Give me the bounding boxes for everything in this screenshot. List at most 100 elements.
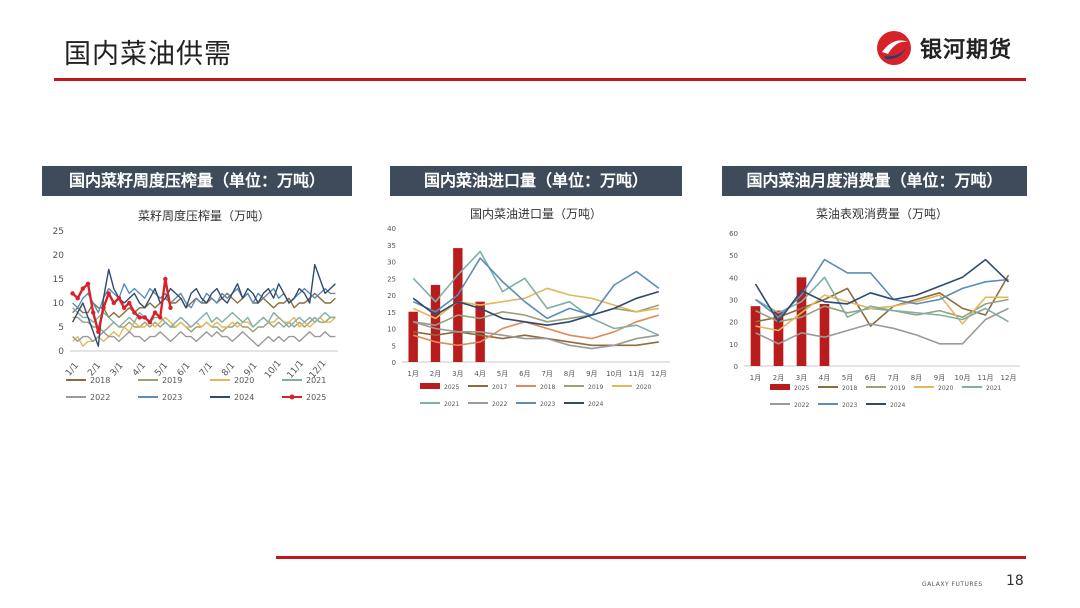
series-line-2024 [71, 263, 336, 347]
legend-label-2023: 2023 [842, 402, 857, 409]
y-tick-label: 50 [729, 252, 738, 260]
footer-divider [276, 556, 1026, 559]
series-line-2023 [755, 258, 1009, 318]
company-logo: 银河期货 [874, 28, 1034, 68]
y-tick-label: 15 [53, 275, 64, 285]
x-tick-label: 1月 [750, 374, 761, 382]
bar-2025-1 [750, 306, 761, 366]
legend-swatch-2025 [770, 384, 790, 390]
series-point-2025 [152, 310, 158, 315]
x-tick-label: 12月 [651, 370, 667, 378]
x-tick-label: 11月 [978, 374, 994, 382]
x-tick-label: 11月 [629, 370, 645, 378]
x-tick-label: 11/1 [285, 359, 306, 381]
legend-label-2018: 2018 [90, 376, 110, 385]
series-point-2025 [137, 315, 142, 320]
x-tick-label: 8月 [911, 374, 922, 382]
legend-label-2021: 2021 [444, 401, 459, 408]
legend-label-2021: 2021 [986, 385, 1001, 392]
legend-label-2025: 2025 [794, 385, 809, 392]
series-line-2022 [412, 321, 659, 350]
legend-label-2021: 2021 [306, 376, 326, 385]
legend-label-2020: 2020 [234, 376, 254, 385]
bar-2025-2 [430, 284, 441, 362]
y-tick-label: 20 [387, 292, 396, 300]
panel-header-consumption: 国内菜油月度消费量（单位：万吨） [722, 166, 1027, 196]
y-tick-label: 0 [734, 363, 738, 371]
x-tick-label: 10/1 [263, 359, 284, 381]
y-tick-label: 0 [392, 359, 396, 367]
x-tick-label: 6月 [519, 370, 530, 378]
series-point-2025 [147, 320, 153, 325]
series-line-2018 [755, 274, 1010, 327]
x-tick-label: 4月 [474, 370, 485, 378]
y-tick-label: 15 [387, 309, 396, 317]
series-point-2025 [116, 296, 122, 301]
series-point-2025 [75, 296, 80, 301]
series-line-2023 [412, 257, 660, 320]
series-line-2024 [754, 258, 1010, 323]
chart-title: 菜籽周度压榨量（万吨） [138, 208, 270, 223]
x-tick-label: 4月 [819, 374, 830, 382]
galaxy-logo-icon [877, 31, 911, 65]
x-tick-label: 3月 [796, 374, 807, 382]
y-tick-label: 10 [387, 326, 396, 334]
legend-label-2019: 2019 [162, 376, 182, 385]
series-point-2025 [163, 276, 168, 282]
series-line-2021 [412, 250, 660, 336]
series-line-2022 [72, 331, 336, 347]
bar-2025-3 [796, 277, 807, 366]
series-point-2025 [96, 329, 101, 334]
panel-header-crush: 国内菜籽周度压榨量（单位：万吨） [42, 166, 352, 196]
y-tick-label: 20 [729, 319, 738, 327]
x-tick-label: 5月 [842, 374, 853, 382]
x-tick-label: 6月 [865, 374, 876, 382]
legend-label-2023: 2023 [162, 393, 182, 402]
y-tick-label: 25 [53, 227, 64, 237]
series-line-2018 [72, 292, 336, 319]
series-line-2020 [755, 294, 1009, 332]
x-tick-label: 8月 [564, 370, 575, 378]
y-tick-label: 0 [58, 347, 64, 357]
legend-label-2017: 2017 [492, 384, 507, 391]
bar-2025-1 [408, 311, 418, 362]
legend-label-2024: 2024 [234, 393, 254, 402]
y-tick-label: 60 [729, 230, 738, 238]
x-tick-label: 3月 [452, 370, 463, 378]
x-tick-label: 10月 [955, 374, 971, 382]
y-tick-label: 10 [729, 341, 738, 349]
legend-label-2024: 2024 [890, 402, 905, 409]
series-point-2025 [168, 305, 173, 310]
legend-label-2023: 2023 [540, 401, 555, 408]
y-tick-label: 10 [53, 299, 65, 309]
bar-2025-3 [453, 248, 463, 362]
x-tick-label: 12月 [1001, 374, 1017, 382]
legend-label-2019: 2019 [588, 384, 603, 391]
series-line-2017 [413, 331, 659, 347]
series-point-2025 [90, 310, 96, 315]
x-tick-label: 1/1 [64, 361, 81, 379]
page-number: 18 [1006, 573, 1024, 589]
legend-label-2020: 2020 [938, 385, 953, 392]
legend-label-2024: 2024 [588, 401, 603, 408]
title-divider [54, 78, 1026, 81]
x-tick-label: 9月 [934, 374, 945, 382]
y-tick-label: 35 [387, 242, 396, 250]
series-point-2025 [106, 291, 111, 296]
series-point-2025 [85, 281, 91, 286]
slide-title: 国内菜油供需 [64, 39, 232, 70]
y-tick-label: 30 [729, 297, 738, 305]
series-point-2025 [121, 305, 127, 310]
panel-header-import: 国内菜油进口量（单位：万吨） [390, 166, 682, 196]
footer-brand: GALAXY FUTURES [922, 581, 983, 588]
series-point-2025 [142, 315, 147, 320]
legend-label-2025: 2025 [444, 384, 459, 391]
legend-label-2019: 2019 [890, 385, 905, 392]
y-tick-label: 5 [392, 342, 396, 350]
chart-crush: 菜籽周度压榨量（万吨） 0 5 10 15 20 25 1/1 2/1 3/1 4/1 5/1 6/1 7… [42, 200, 354, 412]
y-tick-label: 25 [387, 275, 396, 283]
series-point-2025 [127, 300, 132, 306]
y-tick-label: 30 [387, 259, 396, 267]
series-line-2021 [755, 276, 1009, 323]
y-tick-label: 40 [729, 274, 738, 282]
